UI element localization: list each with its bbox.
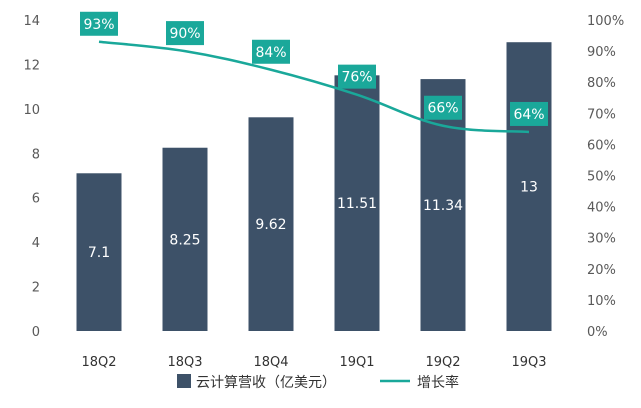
- category-axis: 18Q2 18Q3 18Q4 19Q1 19Q2 19Q3: [81, 355, 546, 370]
- growth-rate-label: 76%: [341, 70, 372, 86]
- right-axis: 0% 10% 20% 30% 40% 50% 60% 70% 80% 90% 100%: [587, 14, 624, 340]
- right-tick-label: 90%: [587, 45, 616, 60]
- bar: [334, 75, 380, 331]
- category-label: 19Q2: [425, 355, 460, 370]
- growth-rate-label: 93%: [83, 17, 114, 33]
- bar: [248, 117, 294, 331]
- bar: [506, 42, 552, 331]
- bar: [162, 147, 208, 331]
- bar-value-label: 13: [520, 180, 538, 196]
- bar-value-label: 11.34: [423, 198, 463, 214]
- left-tick-label: 0: [32, 325, 40, 340]
- growth-rate-label: 64%: [513, 107, 544, 123]
- left-tick-label: 10: [23, 103, 40, 118]
- right-tick-label: 0%: [587, 325, 608, 340]
- growth-rate-label: 66%: [427, 101, 458, 117]
- category-label: 18Q2: [81, 355, 116, 370]
- left-tick-label: 2: [32, 281, 40, 296]
- category-label: 19Q1: [339, 355, 374, 370]
- bar-value-label: 9.62: [255, 217, 286, 233]
- growth-line: [98, 40, 530, 134]
- bar-series: 7.1 8.25 9.62 11.51 11.34 13: [76, 42, 552, 331]
- right-tick-label: 10%: [587, 294, 616, 309]
- legend-bar-swatch: [177, 374, 191, 388]
- category-label: 18Q3: [167, 355, 202, 370]
- growth-rate-box: [338, 64, 376, 89]
- bar-value-label: 8.25: [169, 232, 200, 248]
- growth-line-series: 93% 90% 84% 76% 66% 64%: [80, 11, 548, 134]
- legend: 云计算营收（亿美元） 增长率: [177, 374, 459, 391]
- right-tick-label: 20%: [587, 263, 616, 278]
- right-tick-label: 70%: [587, 107, 616, 122]
- left-tick-label: 8: [32, 147, 40, 162]
- growth-rate-box: [424, 95, 462, 120]
- right-tick-label: 100%: [587, 14, 624, 29]
- growth-rate-label: 90%: [169, 26, 200, 42]
- left-axis: 0 2 4 6 8 10 12 14: [23, 14, 40, 340]
- right-tick-label: 60%: [587, 138, 616, 153]
- right-tick-label: 50%: [587, 170, 616, 185]
- category-label: 19Q3: [511, 355, 546, 370]
- bar-value-label: 7.1: [88, 245, 110, 261]
- growth-rate-label: 84%: [255, 45, 286, 61]
- legend-bar-label: 云计算营收（亿美元）: [196, 375, 336, 391]
- bar: [76, 173, 122, 331]
- growth-rate-box: [166, 21, 204, 46]
- bar-value-label: 11.51: [337, 196, 377, 212]
- left-tick-label: 12: [23, 58, 40, 73]
- growth-rate-box: [510, 101, 548, 126]
- left-tick-label: 4: [32, 236, 40, 251]
- left-tick-label: 6: [32, 192, 40, 207]
- category-label: 18Q4: [253, 355, 288, 370]
- right-tick-label: 80%: [587, 76, 616, 91]
- growth-rate-box: [80, 11, 118, 36]
- right-tick-label: 40%: [587, 201, 616, 216]
- growth-rate-box: [252, 39, 290, 64]
- legend-line-label: 增长率: [417, 374, 459, 391]
- right-tick-label: 30%: [587, 232, 616, 247]
- left-tick-label: 14: [23, 14, 40, 29]
